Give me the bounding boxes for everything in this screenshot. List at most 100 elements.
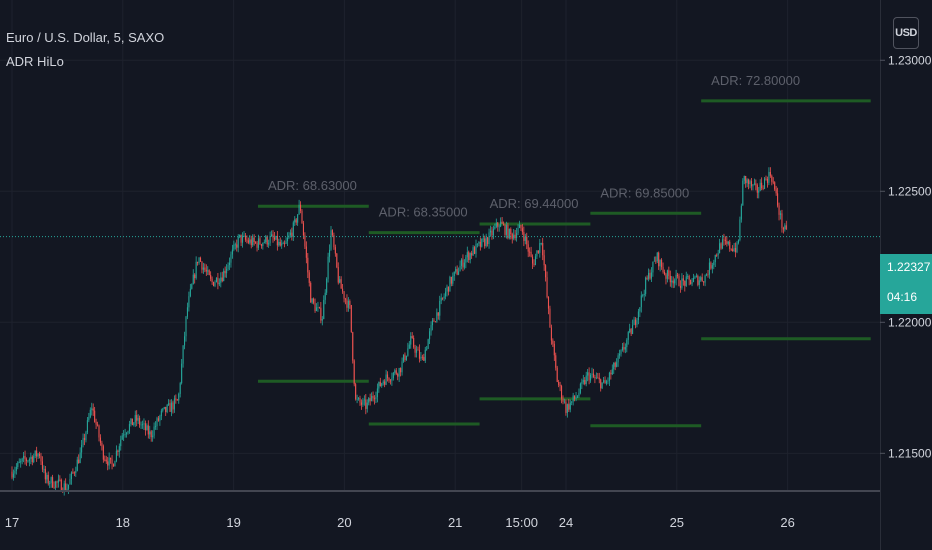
candle-body (33, 456, 35, 463)
candle-body (215, 277, 217, 283)
candle-body (447, 286, 449, 292)
candle-body (663, 271, 666, 275)
time-axis[interactable]: 17 18 19 20 21 15:00 24 25 26 (5, 515, 795, 530)
candle-body (739, 219, 741, 241)
candle-body (68, 484, 70, 489)
candle-body (25, 459, 28, 462)
candle-body (311, 298, 313, 303)
candle-body (188, 296, 190, 308)
candle-body (460, 259, 463, 266)
candle-body (313, 298, 315, 303)
candle-body (149, 431, 151, 435)
candle-body (424, 349, 426, 361)
candle-body (120, 439, 122, 447)
candle-body (272, 234, 274, 238)
candle-body (552, 340, 554, 344)
candle-body (343, 291, 345, 299)
candle-body (672, 280, 674, 284)
candle-body (118, 446, 120, 452)
candle-body (591, 373, 593, 375)
candle-body (268, 243, 270, 245)
candle-body (269, 236, 271, 244)
candle-body (371, 395, 373, 402)
candle-body (271, 234, 273, 237)
candle-body (376, 388, 378, 398)
candle-body (726, 241, 728, 244)
candle-body (284, 243, 286, 245)
candle-body (685, 276, 687, 286)
candle-body (429, 331, 431, 340)
candle-body (529, 251, 531, 253)
candle-body (598, 377, 600, 380)
candle-body (223, 270, 225, 282)
candle-body (37, 453, 39, 457)
candle-body (678, 276, 680, 286)
candle-body (382, 381, 384, 384)
candle-body (157, 418, 159, 421)
candle-body (414, 347, 416, 353)
candle-body (353, 360, 355, 385)
candle-body (439, 300, 441, 316)
candle-body (717, 253, 719, 256)
candle-body (300, 204, 302, 211)
candle-body (211, 278, 213, 282)
candle-body (523, 232, 525, 241)
candle-body (642, 294, 644, 296)
candle-body (107, 461, 109, 466)
candle-body (571, 401, 573, 403)
candle-body (397, 373, 399, 377)
candle-body (533, 263, 535, 266)
price-tick-label: 1.21500 (888, 446, 932, 460)
candle-body (456, 269, 458, 275)
candle-body (648, 272, 650, 279)
candle-body (34, 450, 36, 457)
candle-body (346, 299, 348, 308)
candle-body (561, 386, 563, 399)
candle-body (176, 399, 178, 401)
candle-body (301, 210, 303, 224)
candle-body (342, 288, 344, 292)
currency-button[interactable]: USD (893, 17, 919, 49)
candle-body (144, 423, 146, 431)
candle-body (600, 379, 602, 389)
candle-body (481, 238, 483, 247)
candle-body (160, 410, 162, 417)
candle-body (759, 182, 761, 191)
candle-body (162, 408, 164, 411)
candle-body (411, 336, 413, 338)
adr-label: ADR: 69.44000 (490, 196, 579, 211)
candle-body (310, 282, 312, 303)
symbol-title[interactable]: Euro / U.S. Dollar, 5, SAXO (6, 30, 165, 45)
candle-body (637, 311, 639, 321)
candle-body (23, 455, 25, 459)
candle-body (769, 171, 771, 176)
candle-body (749, 181, 751, 185)
candle-body (31, 456, 33, 463)
candle-body (610, 372, 612, 375)
candle-body (53, 487, 55, 488)
candle-body (543, 255, 545, 266)
candle-body (607, 380, 609, 382)
candle-body (450, 276, 452, 284)
candle-body (256, 242, 258, 248)
candle-body (334, 247, 336, 254)
candle-body (779, 213, 782, 215)
candle-body (247, 240, 249, 243)
candle-body (186, 307, 188, 317)
candle-body (373, 398, 376, 400)
candle-body (594, 376, 596, 378)
candle-body (110, 457, 112, 460)
candle-body (563, 401, 565, 403)
candle-body (446, 286, 448, 292)
candle-body (273, 237, 275, 240)
candle-body (484, 238, 486, 247)
price-axis[interactable]: 1.21500 1.22000 1.22500 1.23000 (880, 53, 932, 460)
candle-body (545, 265, 547, 278)
candle-body (462, 259, 464, 268)
indicator-title[interactable]: ADR HiLo (6, 54, 64, 69)
candle-body (195, 261, 197, 279)
candle-body (614, 362, 616, 367)
candle-body (221, 277, 223, 282)
candle-body (141, 424, 144, 426)
